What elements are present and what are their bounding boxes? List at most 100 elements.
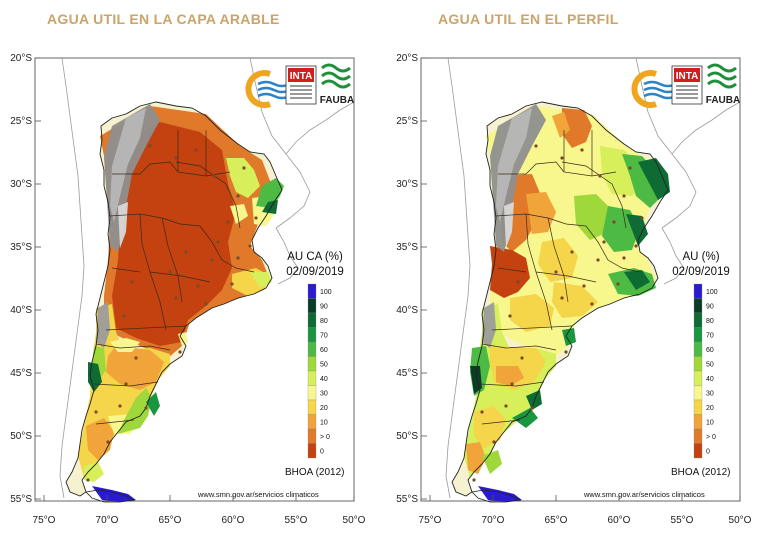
legend-label: 30 — [706, 391, 714, 398]
lon-label: 75°O — [419, 515, 442, 526]
moisture-field — [552, 282, 598, 318]
legend-swatch — [693, 428, 703, 444]
province-boundary — [177, 130, 231, 177]
map-panel-capa-arable: 20°S 25°S 30°S 35°S 40°S 45°S 50°S 55°S 75°O 70°O… — [0, 46, 376, 543]
border-line — [285, 101, 355, 155]
station-dot — [628, 166, 632, 170]
station-dot — [226, 220, 230, 224]
station-dot — [492, 440, 496, 444]
moisture-field — [526, 390, 542, 410]
legend-swatch — [693, 283, 703, 299]
station-dot — [194, 148, 198, 152]
lat-label: 30°S — [10, 179, 32, 190]
legend-label: 20 — [320, 405, 328, 412]
station-dot — [590, 302, 594, 306]
legend-label: 60 — [706, 347, 714, 354]
station-dot — [560, 156, 564, 160]
moisture-field — [118, 388, 152, 434]
model-label: BHOA (2012) — [671, 467, 730, 478]
legend-label: 0 — [706, 449, 710, 456]
moisture-field — [226, 158, 260, 198]
station-dot — [124, 382, 128, 386]
lon-label: 60°O — [222, 515, 245, 526]
station-dot — [242, 166, 246, 170]
legend-swatch — [693, 356, 703, 372]
legend-label: 90 — [320, 304, 328, 311]
fauba-logo-text: FAUBA — [706, 95, 740, 106]
station-dot — [210, 258, 214, 262]
moisture-field — [92, 486, 136, 502]
legend-label: 0 — [320, 449, 324, 456]
moisture-field — [490, 246, 530, 298]
province-boundary — [93, 381, 159, 387]
moisture-field — [106, 346, 164, 390]
border-line — [661, 227, 685, 285]
legend-label: > 0 — [706, 434, 716, 441]
moisture-field — [538, 238, 578, 282]
station-dot — [94, 410, 98, 414]
legend-label: 80 — [320, 318, 328, 325]
moisture-field — [496, 366, 524, 386]
province-boundary — [498, 161, 565, 175]
lat-label: 50°S — [10, 431, 32, 442]
legend-label: 30 — [320, 391, 328, 398]
legend-swatch — [693, 370, 703, 386]
moisture-field — [562, 108, 592, 148]
moisture-field — [474, 406, 506, 448]
lon-label: 70°O — [96, 515, 119, 526]
station-dot — [174, 296, 178, 300]
station-dot — [212, 174, 216, 178]
station-dot — [520, 356, 524, 360]
station-dot — [174, 156, 178, 160]
station-dot — [640, 216, 644, 220]
legend-swatch — [307, 341, 317, 357]
legend-label: 10 — [320, 420, 328, 427]
legend-label: 100 — [706, 289, 718, 296]
moisture-field — [638, 158, 670, 200]
station-dot — [134, 356, 138, 360]
legend-label: > 0 — [320, 434, 330, 441]
legend-label: 40 — [706, 376, 714, 383]
logos: INTA FAUBA — [631, 62, 740, 108]
legend-swatch — [693, 399, 703, 415]
legend-swatch — [307, 312, 317, 328]
lat-label: 20°S — [396, 53, 418, 64]
map-date: 02/09/2019 — [286, 266, 344, 278]
station-dot — [560, 296, 564, 300]
lat-label: 25°S — [10, 116, 32, 127]
lat-label: 25°S — [396, 116, 418, 127]
station-dot — [216, 240, 220, 244]
inta-logo-text: INTA — [676, 71, 699, 82]
lon-label: 55°O — [671, 515, 694, 526]
province-boundary — [199, 225, 255, 273]
station-dot — [168, 270, 172, 274]
andes-relief — [490, 104, 546, 252]
panel-title-capa-arable: AGUA UTIL EN LA CAPA ARABLE — [47, 11, 280, 27]
lat-label: 45°S — [396, 368, 418, 379]
andes-relief — [496, 108, 532, 222]
station-dot — [596, 258, 600, 262]
station-dot — [86, 478, 90, 482]
station-dot — [602, 240, 606, 244]
lon-label: 50°O — [343, 515, 366, 526]
province-boundary — [112, 161, 179, 175]
province-boundary — [491, 325, 573, 331]
station-dot — [622, 194, 626, 198]
province-boundary — [481, 343, 557, 351]
university-logo-icon — [245, 70, 272, 108]
legend-label: 80 — [706, 318, 714, 325]
province-boundary — [479, 381, 545, 387]
province-boundary — [161, 217, 183, 303]
province-boundary — [497, 267, 527, 273]
province-boundary — [585, 225, 641, 273]
moisture-field — [112, 122, 236, 346]
legend-swatch — [307, 414, 317, 430]
legend-label: 100 — [320, 289, 332, 296]
station-dot — [616, 282, 620, 286]
station-dot — [530, 406, 534, 410]
legend-swatch — [693, 443, 703, 459]
border-line — [445, 57, 471, 499]
lat-label: 30°S — [396, 179, 418, 190]
province-boundary — [535, 271, 597, 283]
station-dot — [534, 144, 538, 148]
